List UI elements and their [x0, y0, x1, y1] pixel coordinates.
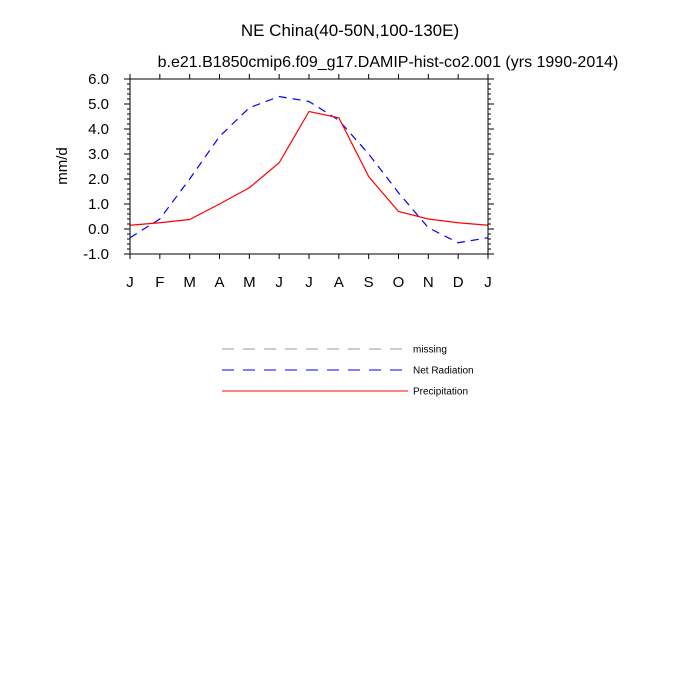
x-tick-label: F [155, 274, 164, 291]
legend: missing Net Radiation Precipitation [222, 345, 474, 398]
legend-label: missing [413, 345, 447, 356]
y-tick-label: -1.0 [83, 246, 109, 263]
y-tick-label: 4.0 [88, 121, 109, 138]
x-tick-label: S [364, 274, 374, 291]
y-tick-label: 2.0 [88, 171, 109, 188]
y-tick-label: 5.0 [88, 96, 109, 113]
x-tick-label: O [393, 274, 405, 291]
x-tick-label: M [243, 274, 256, 291]
x-tick-label: J [126, 274, 134, 291]
chart-subtitle: b.e21.B1850cmip6.f09_g17.DAMIP-hist-co2.… [158, 54, 619, 71]
series-line-precipitation [129, 110, 489, 226]
x-tick-label: M [183, 274, 196, 291]
x-tick-label: A [334, 274, 344, 291]
y-tick-label: 3.0 [88, 146, 109, 163]
y-axis-label: mm/d [54, 147, 71, 185]
legend-label: Net Radiation [413, 366, 474, 377]
axis-ticks [124, 74, 494, 259]
series-layer [129, 95, 489, 244]
y-tick-label: 6.0 [88, 71, 109, 88]
tick-labels: J F M A M J J A S O N D J -1.0 0.0 1.0 2.0 3.0 4.0 5.0 6.0 [83, 71, 492, 291]
x-tick-label: J [275, 274, 283, 291]
x-tick-label: D [453, 274, 464, 291]
x-tick-label: N [423, 274, 434, 291]
y-tick-label: 1.0 [88, 196, 109, 213]
series-line-net-radiation [129, 95, 489, 244]
legend-label: Precipitation [413, 387, 468, 398]
x-tick-label: J [305, 274, 313, 291]
x-tick-label: A [214, 274, 224, 291]
x-tick-label: J [484, 274, 492, 291]
chart-title: NE China(40-50N,100-130E) [241, 21, 459, 40]
plot-frame [129, 78, 489, 255]
y-tick-label: 0.0 [88, 221, 109, 238]
